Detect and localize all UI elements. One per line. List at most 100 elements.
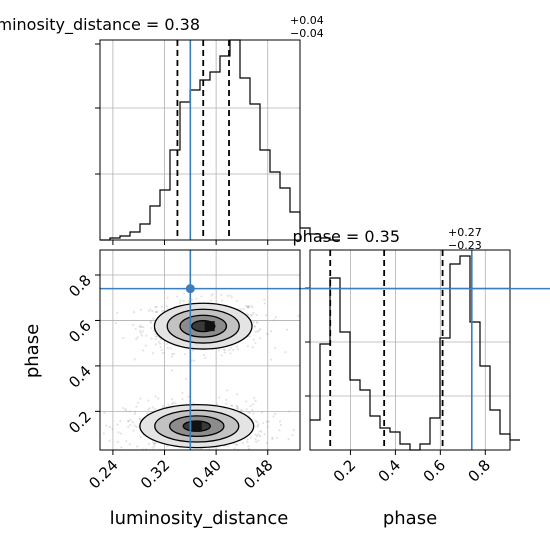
scatter-point <box>119 419 122 422</box>
scatter-point <box>116 311 119 314</box>
scatter-point <box>171 369 174 372</box>
scatter-point <box>135 337 138 341</box>
scatter-point <box>235 443 238 447</box>
scatter-point <box>125 439 128 443</box>
scatter-point <box>140 334 143 337</box>
scatter-point <box>257 439 260 442</box>
phase-xtick-label-0: 0.2 <box>330 456 360 486</box>
scatter-point <box>252 311 255 314</box>
scatter-point <box>133 412 136 416</box>
scatter-point <box>239 308 242 311</box>
scatter-point <box>153 445 156 448</box>
scatter-point <box>200 295 203 298</box>
scatter-point <box>274 412 277 415</box>
scatter-ytick-label-3: 0.8 <box>65 271 95 301</box>
scatter-point <box>160 305 163 308</box>
scatter-point <box>260 430 263 433</box>
scatter-point <box>139 308 143 311</box>
scatter-point <box>255 313 258 317</box>
scatter-point <box>246 312 249 315</box>
scatter-point <box>136 401 139 404</box>
scatter-point <box>105 424 108 427</box>
scatter-point <box>254 433 257 436</box>
scatter-point <box>139 435 142 439</box>
scatter-point <box>248 411 251 414</box>
scatter-point <box>256 425 259 428</box>
scatter-point <box>279 423 282 427</box>
scatter-point <box>259 435 262 438</box>
scatter-point <box>291 433 294 437</box>
scatter-point <box>249 436 252 439</box>
scatter-point <box>195 297 198 300</box>
dist-title-sub: −0.04 <box>290 27 324 40</box>
scatter-point <box>159 345 162 349</box>
scatter-point <box>157 397 160 400</box>
scatter-point <box>161 351 165 355</box>
scatter-point <box>192 359 195 362</box>
scatter-ytick-label-1: 0.4 <box>65 362 95 392</box>
scatter-contour-panel: 0.24 0.32 0.40 0.48 0.2 0.4 0.6 0.8 <box>65 249 550 492</box>
scatter-point <box>170 355 174 358</box>
scatter-point <box>135 425 138 428</box>
scatter-point <box>150 337 153 340</box>
scatter-point <box>140 325 143 329</box>
scatter-point <box>254 341 257 344</box>
scatter-point <box>179 299 182 302</box>
scatter-point <box>154 441 157 445</box>
scatter-point <box>139 329 142 332</box>
scatter-point <box>247 411 250 414</box>
scatter-point <box>146 412 149 415</box>
truth-marker <box>185 284 195 294</box>
scatter-point <box>228 348 231 352</box>
scatter-point <box>151 406 155 409</box>
scatter-point <box>147 408 150 411</box>
scatter-point <box>246 440 249 444</box>
scatter-point <box>226 294 229 297</box>
scatter-point <box>247 306 250 309</box>
scatter-point <box>124 409 127 412</box>
scatter-point <box>190 298 194 301</box>
scatter-point <box>253 325 256 328</box>
scatter-point <box>287 438 290 441</box>
scatter-point <box>259 327 262 331</box>
scatter-point <box>252 402 255 406</box>
dist-title-sup: +0.04 <box>290 14 324 27</box>
scatter-xtick-label-2: 0.40 <box>189 456 225 492</box>
scatter-point <box>128 443 131 446</box>
scatter-point <box>133 424 136 427</box>
scatter-point <box>251 313 254 317</box>
scatter-point <box>217 349 221 352</box>
scatter-point <box>297 314 300 317</box>
scatter-point <box>141 330 145 333</box>
dist-frame <box>99 39 301 241</box>
scatter-point <box>114 321 117 325</box>
scatter-point <box>151 441 155 444</box>
scatter-point <box>253 325 256 328</box>
contour-mode1-core <box>191 421 202 432</box>
scatter-point <box>265 420 268 423</box>
scatter-point <box>249 404 252 408</box>
scatter-point <box>247 305 250 308</box>
phase-xtick-label-3: 0.8 <box>465 456 495 486</box>
scatter-point <box>254 437 257 441</box>
scatter-point <box>132 429 135 432</box>
scatter-point <box>247 313 250 317</box>
scatter-point <box>270 358 273 361</box>
scatter-point <box>266 332 269 335</box>
scatter-point <box>227 445 230 448</box>
scatter-point <box>155 335 158 338</box>
scatter-point <box>254 399 257 402</box>
scatter-point <box>155 305 158 309</box>
scatter-point <box>171 401 174 404</box>
scatter-point <box>223 351 226 354</box>
scatter-point <box>122 336 125 340</box>
scatter-point <box>138 418 141 421</box>
scatter-point <box>235 299 238 303</box>
scatter-point <box>122 407 125 410</box>
scatter-point <box>128 410 132 413</box>
scatter-point <box>254 330 257 333</box>
scatter-point <box>171 403 174 406</box>
scatter-point <box>240 408 243 411</box>
phase-title-sub: −0.23 <box>448 239 482 252</box>
scatter-point <box>267 420 270 423</box>
